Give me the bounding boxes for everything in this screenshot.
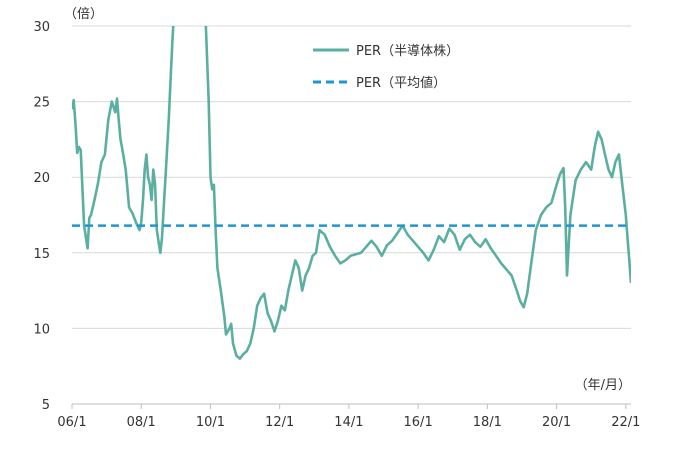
x-tick-label: 08/1 — [127, 415, 156, 430]
x-tick-label: 06/1 — [57, 415, 86, 430]
y-tick-label: 10 — [33, 322, 50, 337]
y-tick-label: 15 — [33, 247, 50, 262]
x-tick-label: 20/1 — [542, 415, 571, 430]
y-axis-unit-label: （倍） — [64, 7, 103, 22]
x-tick-label: 10/1 — [196, 415, 225, 430]
x-tick-label: 14/1 — [334, 415, 363, 430]
x-tick-label: 18/1 — [473, 415, 502, 430]
y-tick-label: 5 — [42, 398, 50, 413]
x-tick-label: 12/1 — [265, 415, 294, 430]
x-axis-ticks: 06/1 08/1 10/1 12/1 14/1 16/1 18/1 20/1 22/1 — [57, 404, 640, 430]
series-lines — [72, 26, 631, 360]
y-tick-label: 30 — [33, 20, 50, 35]
legend: PER（半導体株） PER（平均値） — [313, 44, 459, 91]
series-line-semiconductor-per — [72, 26, 631, 360]
y-tick-label: 20 — [33, 171, 50, 186]
y-tick-label: 25 — [33, 96, 50, 111]
x-tick-label: 16/1 — [404, 415, 433, 430]
x-axis-unit-label: （年/月） — [575, 378, 631, 393]
legend-label: PER（平均値） — [356, 75, 446, 91]
y-axis-ticks: 5 10 15 20 25 30 — [33, 20, 50, 413]
legend-label: PER（半導体株） — [356, 44, 459, 59]
x-tick-label: 22/1 — [611, 415, 640, 430]
